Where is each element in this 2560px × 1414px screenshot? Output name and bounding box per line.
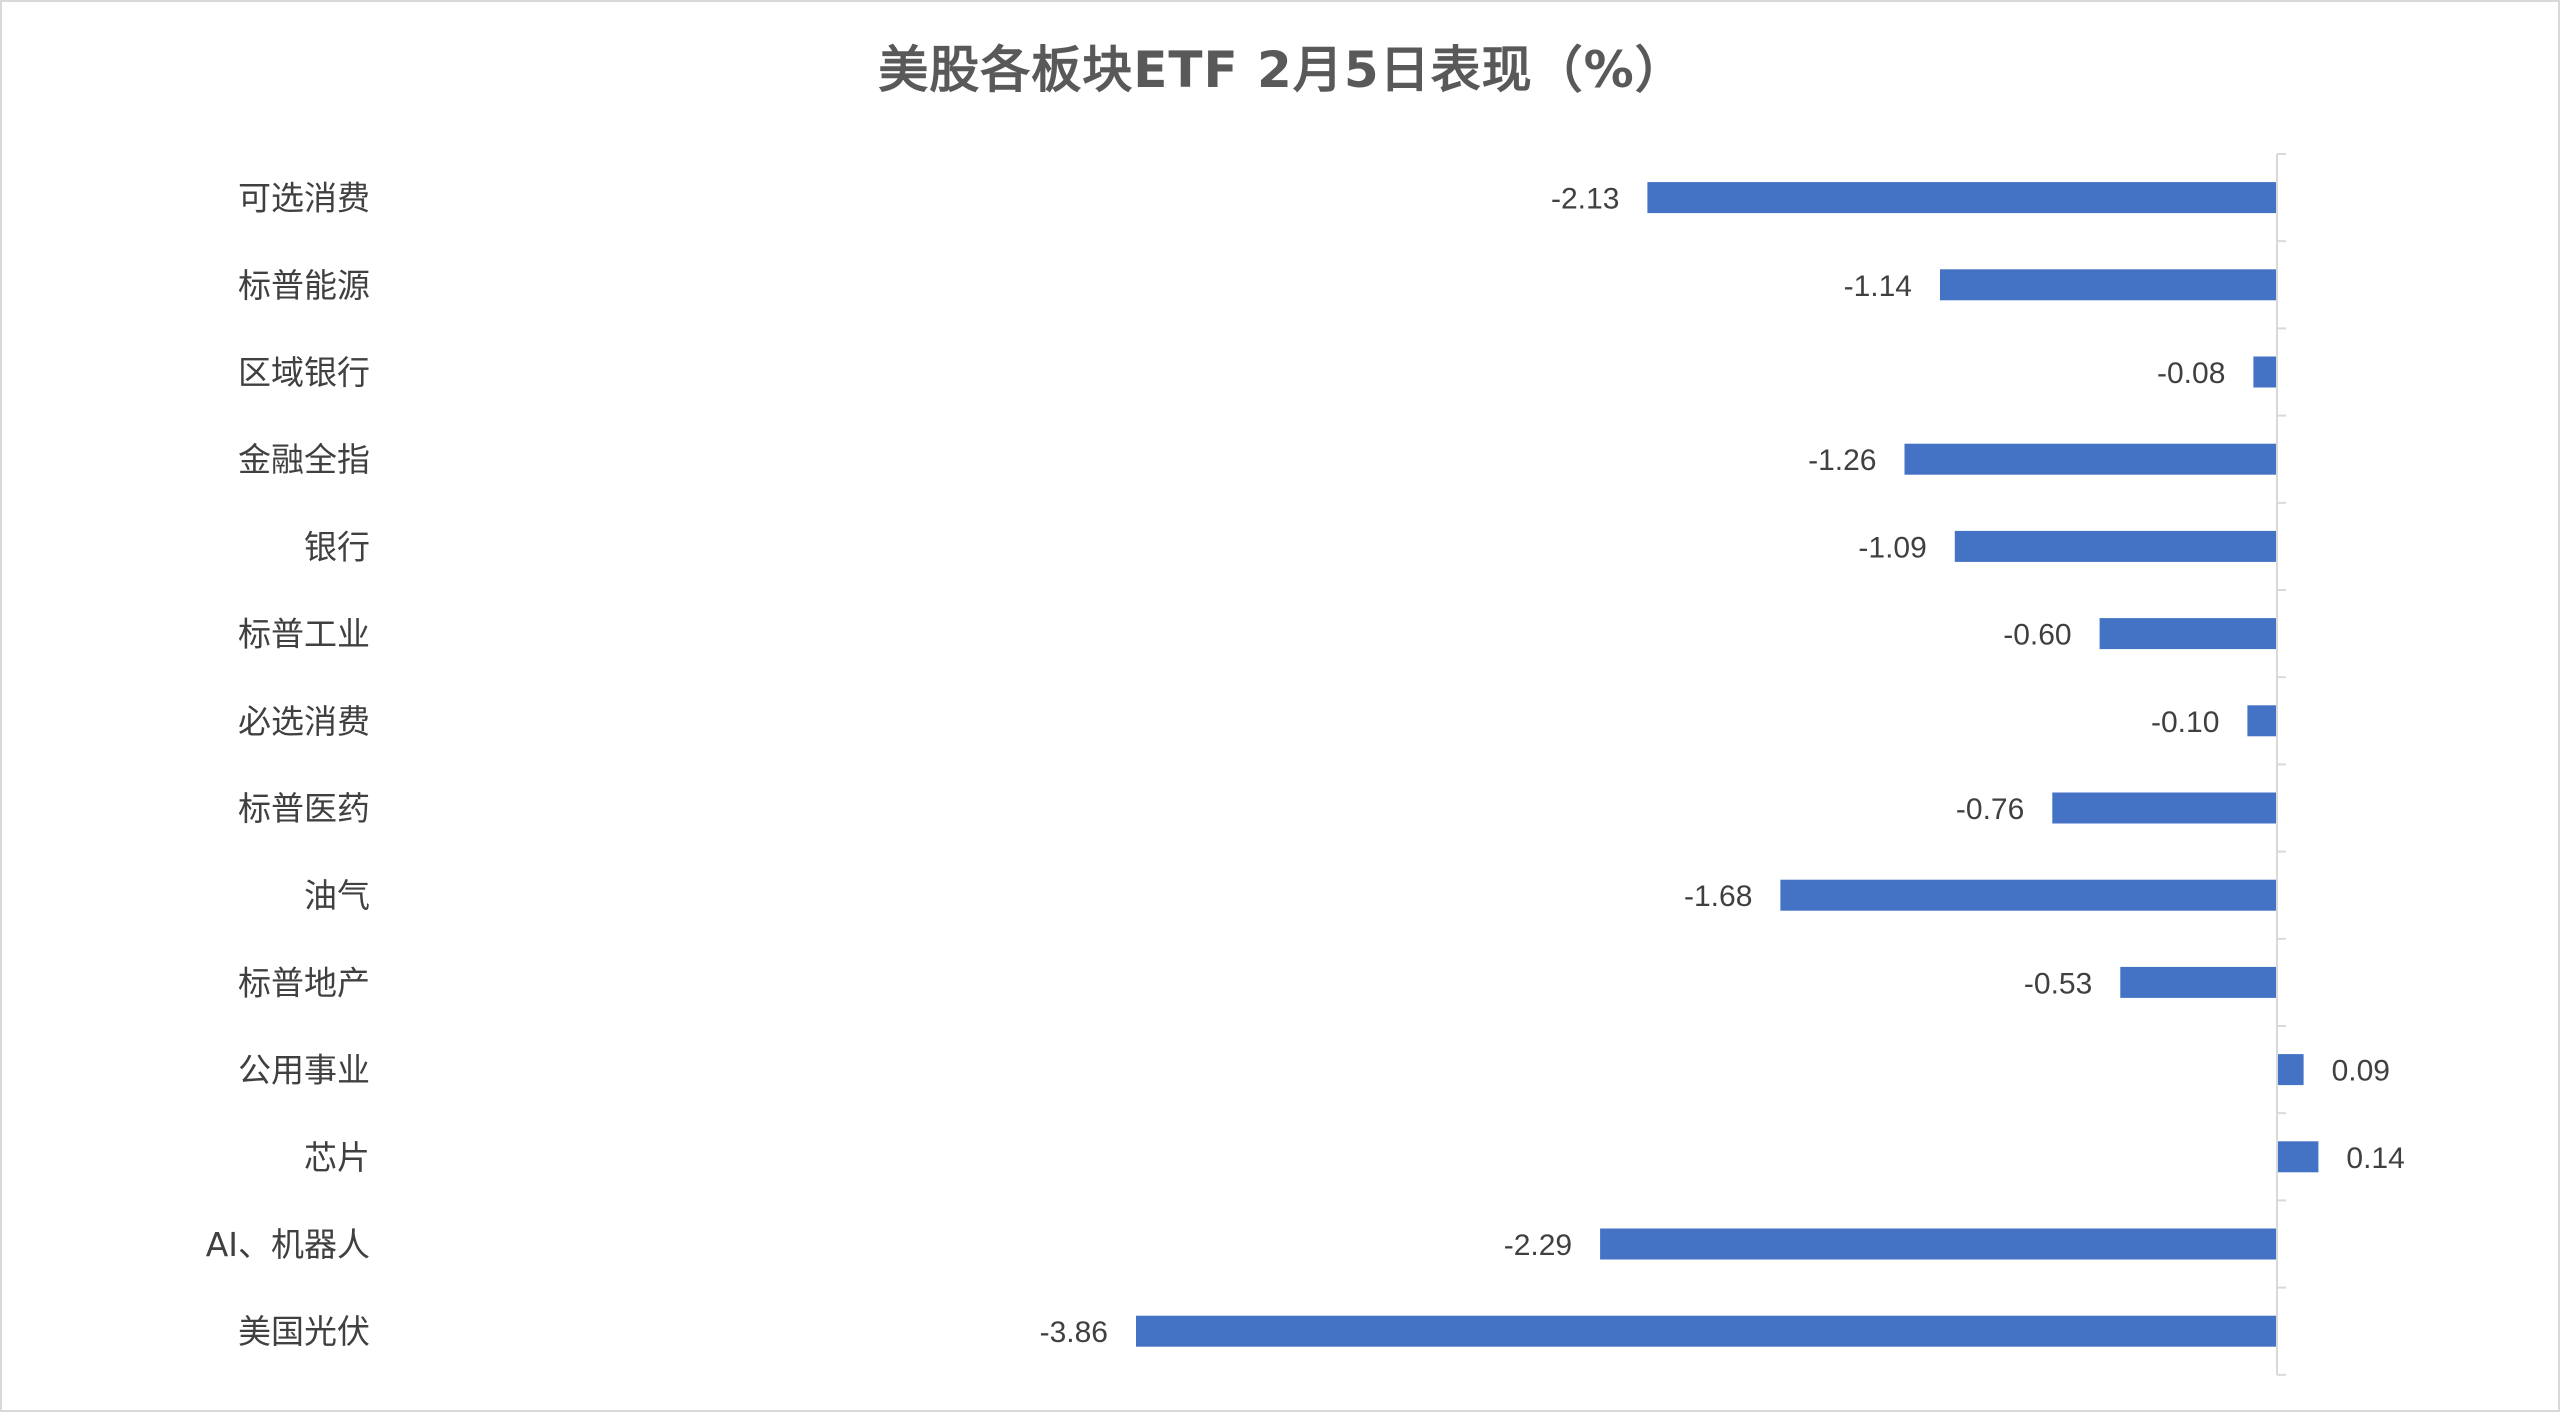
category-label: 银行	[304, 527, 370, 566]
data-label: -0.60	[2003, 619, 2071, 652]
data-label: -2.29	[1504, 1229, 1572, 1262]
bar	[2120, 966, 2277, 998]
data-label: -2.13	[1551, 183, 1619, 216]
category-label: 标普医药	[238, 789, 370, 828]
bar	[2277, 1054, 2304, 1086]
category-label: 美国光伏	[238, 1312, 370, 1351]
category-label: AI、机器人	[206, 1225, 370, 1264]
category-label: 公用事业	[238, 1051, 370, 1090]
bar	[2052, 792, 2277, 824]
data-label: -1.09	[1858, 531, 1926, 564]
bar	[2277, 1141, 2319, 1173]
labels-layer: 可选消费 -2.13 标普能源 -1.14 区域银行 -0.08 金融全指 -1.26 银行 -1…	[206, 179, 2405, 1352]
category-label: 金融全指	[238, 440, 370, 479]
bar	[1136, 1315, 2277, 1347]
data-label: 0.14	[2346, 1142, 2404, 1175]
bars-layer	[1136, 182, 2319, 1347]
category-label: 标普能源	[238, 266, 370, 305]
data-label: -0.76	[1956, 793, 2024, 826]
category-label: 标普工业	[238, 615, 370, 654]
bar	[1780, 879, 2277, 911]
bar	[1600, 1228, 2277, 1260]
bar	[1940, 269, 2277, 301]
data-label: 0.09	[2332, 1055, 2390, 1088]
bar	[2247, 705, 2277, 737]
category-label: 区域银行	[238, 353, 370, 392]
category-label: 必选消费	[238, 702, 370, 741]
data-label: -1.14	[1844, 270, 1912, 303]
data-label: -0.53	[2024, 967, 2092, 1000]
data-label: -1.26	[1808, 444, 1876, 477]
category-label: 油气	[304, 876, 370, 915]
data-label: -0.08	[2157, 357, 2225, 390]
axis-layer	[2276, 153, 2286, 1376]
bar	[2099, 618, 2277, 650]
data-label: -3.86	[1040, 1316, 1108, 1349]
category-label: 可选消费	[238, 179, 370, 218]
data-label: -1.68	[1684, 880, 1752, 913]
category-label: 标普地产	[238, 963, 370, 1002]
data-label: -0.10	[2151, 706, 2219, 739]
bar	[1904, 443, 2277, 475]
bar	[1954, 530, 2277, 562]
category-label: 芯片	[304, 1138, 370, 1177]
chart-title: 美股各板块ETF 2月5日表现（%）	[878, 41, 1686, 99]
bar	[2253, 356, 2277, 388]
bar	[1647, 182, 2277, 214]
